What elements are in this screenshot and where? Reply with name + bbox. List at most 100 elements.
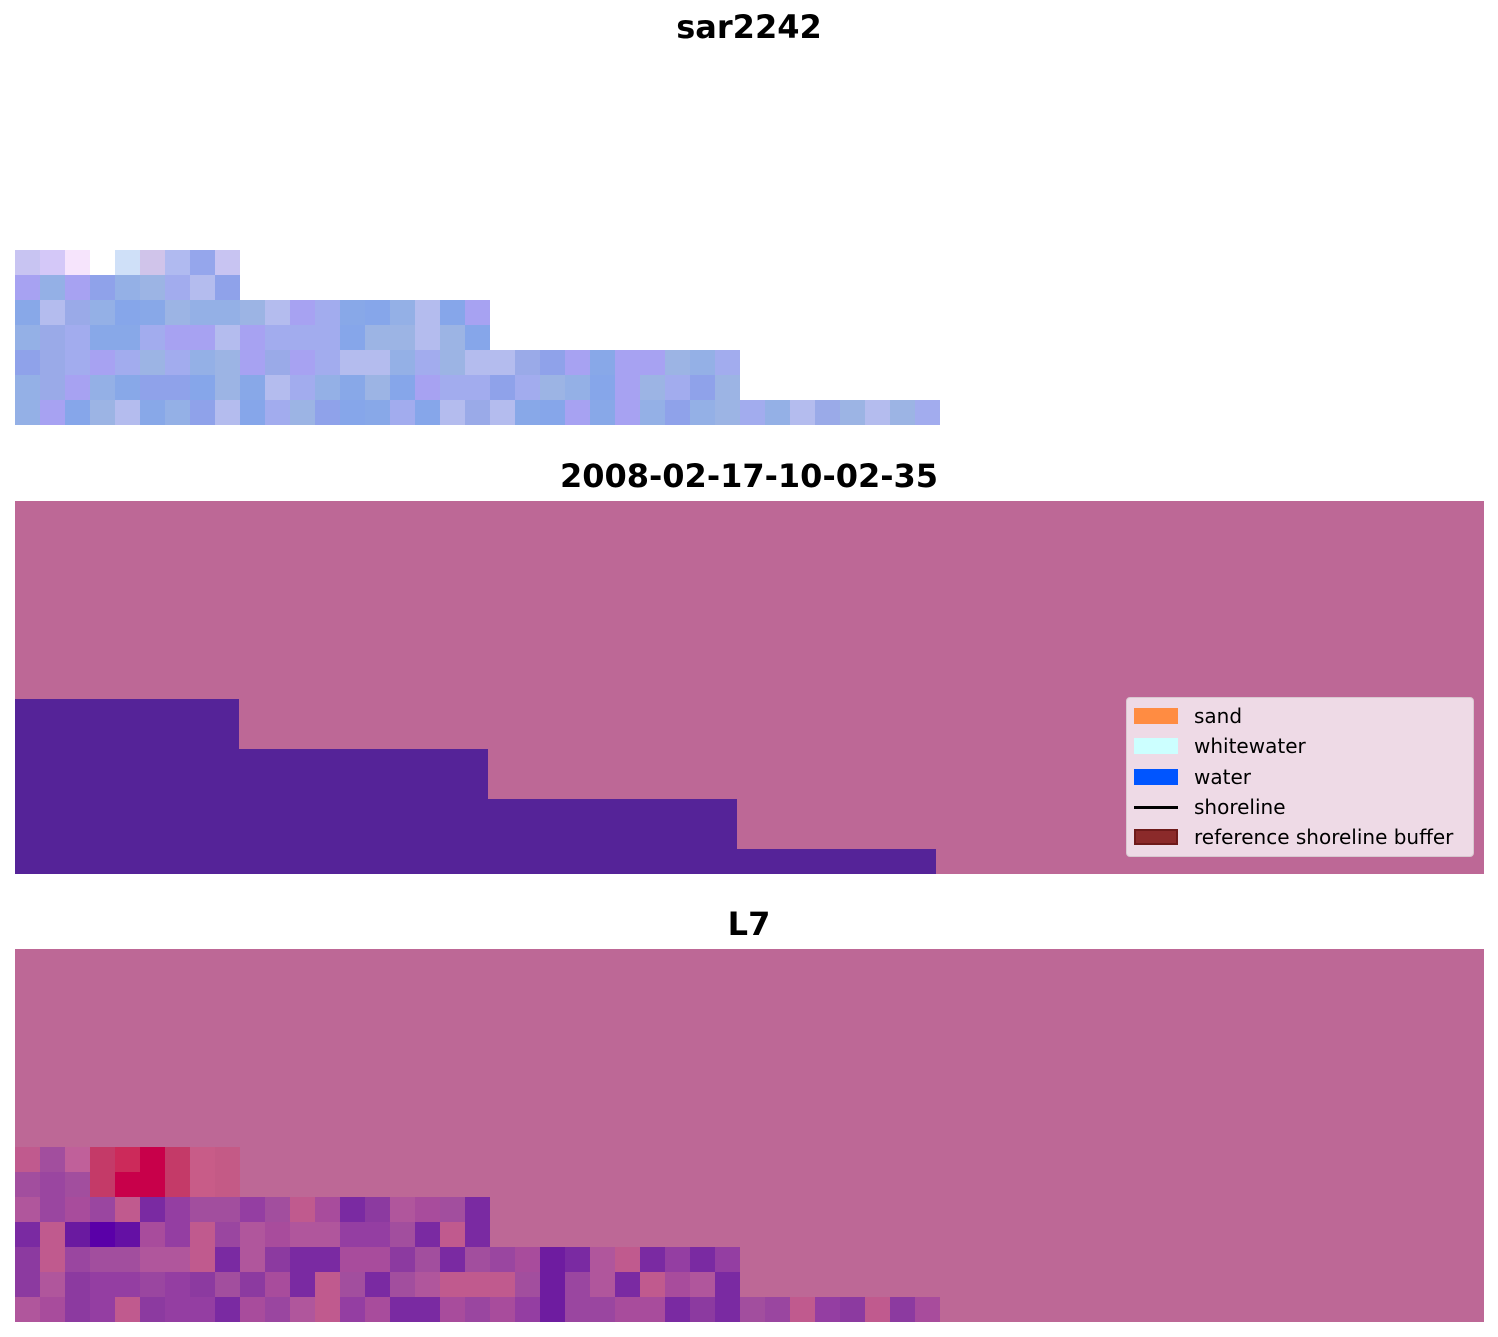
sar-image-panel xyxy=(15,50,1484,426)
l7-pixel xyxy=(415,1222,440,1247)
sar-pixel xyxy=(590,400,615,425)
sar-pixel xyxy=(340,375,365,400)
l7-pixel xyxy=(340,1297,365,1322)
sar-pixel xyxy=(15,325,40,350)
sar-pixel xyxy=(365,400,390,425)
l7-pixel xyxy=(65,1247,90,1272)
sar-pixel xyxy=(190,400,215,425)
l7-pixel xyxy=(490,1272,515,1297)
sar-pixel xyxy=(440,375,465,400)
l7-pixel xyxy=(590,1247,615,1272)
sar-pixel xyxy=(215,350,240,375)
sar-pixel xyxy=(240,350,265,375)
l7-pixel xyxy=(65,1272,90,1297)
sar-pixel xyxy=(140,300,165,325)
sar-pixel xyxy=(240,325,265,350)
l7-pixel xyxy=(615,1297,640,1322)
l7-pixel xyxy=(465,1247,490,1272)
sar-pixel xyxy=(340,400,365,425)
sar-pixel xyxy=(690,400,715,425)
sar-pixel xyxy=(215,325,240,350)
l7-pixel xyxy=(540,1297,565,1322)
l7-pixel xyxy=(440,1197,465,1222)
l7-pixel xyxy=(165,1297,190,1322)
l7-pixel xyxy=(365,1272,390,1297)
title-date: 2008-02-17-10-02-35 xyxy=(559,457,939,495)
sar-pixel xyxy=(565,400,590,425)
l7-pixel xyxy=(365,1197,390,1222)
l7-pixel xyxy=(15,1172,40,1197)
sar-pixel xyxy=(340,325,365,350)
l7-pixel xyxy=(115,1197,140,1222)
sar-pixel xyxy=(515,350,540,375)
sar-pixel xyxy=(265,300,290,325)
l7-pixel xyxy=(565,1247,590,1272)
sar-pixel xyxy=(165,400,190,425)
l7-pixel xyxy=(190,1247,215,1272)
l7-pixel xyxy=(915,1297,940,1322)
sar-pixel xyxy=(40,300,65,325)
l7-pixel xyxy=(15,1247,40,1272)
sar-pixel xyxy=(90,375,115,400)
sar-pixel xyxy=(615,375,640,400)
l7-pixel xyxy=(115,1247,140,1272)
sar-pixel xyxy=(15,275,40,300)
sar-pixel xyxy=(315,300,340,325)
l7-pixel xyxy=(415,1297,440,1322)
sar-pixel xyxy=(315,400,340,425)
l7-pixel xyxy=(90,1247,115,1272)
sar-pixel xyxy=(90,250,115,275)
l7-pixel xyxy=(315,1197,340,1222)
l7-pixel xyxy=(265,1222,290,1247)
sar-pixel xyxy=(840,400,865,425)
sar-pixel xyxy=(515,400,540,425)
sar-pixel xyxy=(565,375,590,400)
sar-pixel xyxy=(815,400,840,425)
l7-pixel xyxy=(190,1297,215,1322)
sar-pixel xyxy=(590,375,615,400)
l7-pixel xyxy=(490,1297,515,1322)
sar-pixel xyxy=(390,300,415,325)
sar-pixel xyxy=(190,300,215,325)
sar-pixel xyxy=(365,375,390,400)
sar-pixel xyxy=(440,300,465,325)
l7-pixel xyxy=(65,1172,90,1197)
sar-pixel xyxy=(290,300,315,325)
sar-pixel xyxy=(665,350,690,375)
sar-pixel xyxy=(465,300,490,325)
l7-pixel xyxy=(15,1272,40,1297)
sar-pixel xyxy=(765,400,790,425)
sar-pixel xyxy=(515,375,540,400)
sar-pixel xyxy=(715,375,740,400)
l7-pixel xyxy=(40,1272,65,1297)
l7-pixel xyxy=(340,1272,365,1297)
sar-pixel xyxy=(540,350,565,375)
sar-pixel xyxy=(65,250,90,275)
l7-pixel xyxy=(215,1147,240,1172)
l7-pixel xyxy=(715,1272,740,1297)
l7-pixel xyxy=(440,1247,465,1272)
sar-pixel xyxy=(165,350,190,375)
l7-pixel xyxy=(590,1272,615,1297)
sar-pixel xyxy=(415,300,440,325)
sar-pixel xyxy=(640,400,665,425)
l7-pixel xyxy=(390,1222,415,1247)
sar-pixel xyxy=(415,400,440,425)
l7-pixel xyxy=(665,1272,690,1297)
l7-pixel xyxy=(240,1272,265,1297)
l7-pixel xyxy=(190,1222,215,1247)
l7-pixel xyxy=(190,1172,215,1197)
l7-pixel xyxy=(290,1272,315,1297)
l7-pixel xyxy=(640,1247,665,1272)
sar-pixel xyxy=(15,250,40,275)
sar-pixel xyxy=(665,400,690,425)
sar-pixel xyxy=(265,400,290,425)
index-panel xyxy=(15,949,1484,1322)
l7-pixel xyxy=(765,1297,790,1322)
sar-pixel xyxy=(215,300,240,325)
l7-pixel xyxy=(90,1172,115,1197)
shoreline-line-icon xyxy=(1134,806,1178,809)
sar-pixel xyxy=(890,400,915,425)
l7-pixel xyxy=(665,1297,690,1322)
l7-pixel xyxy=(115,1222,140,1247)
